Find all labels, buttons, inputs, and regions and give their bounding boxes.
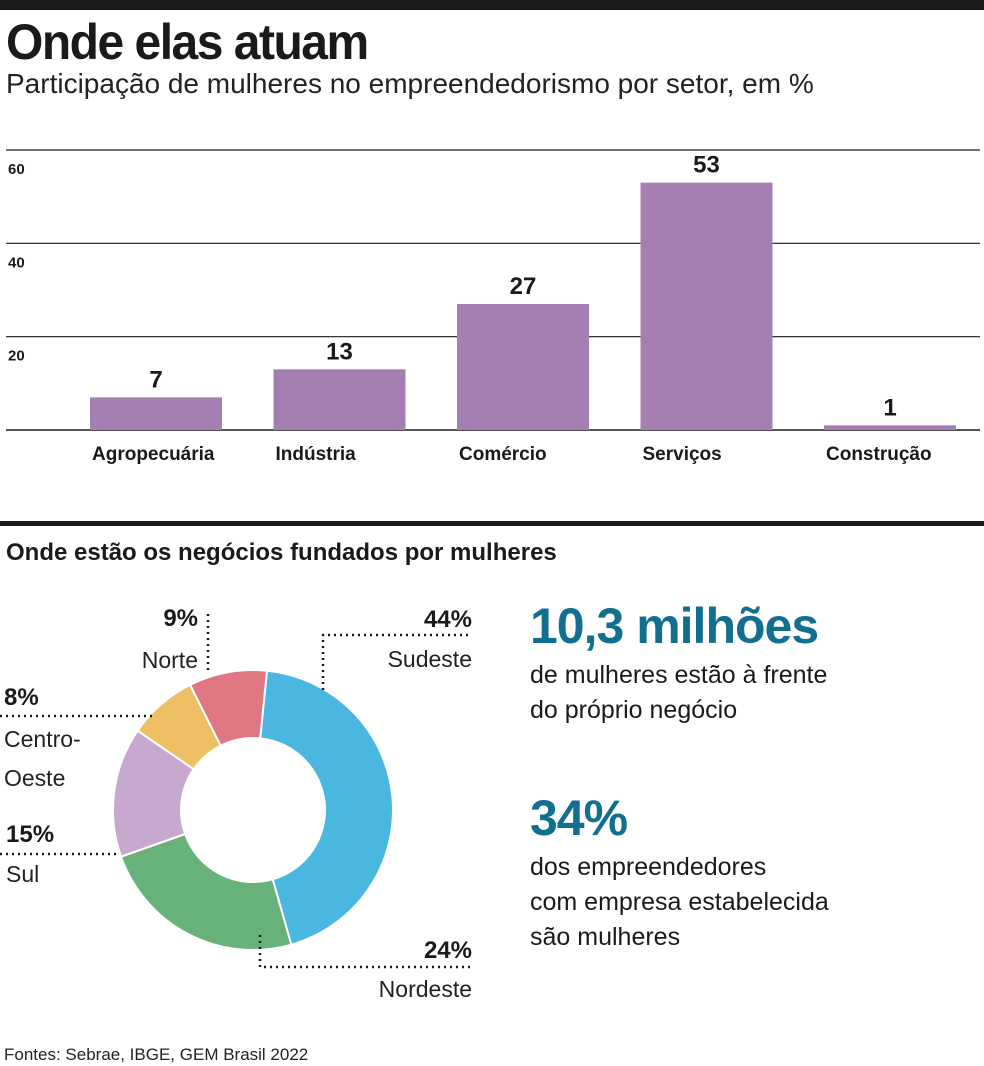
bar <box>90 397 222 430</box>
slice-name-label: Oeste <box>4 765 65 791</box>
callout-leader <box>321 633 472 690</box>
y-tick-label: 60 <box>8 161 25 178</box>
donut-section-title: Onde estão os negócios fundados por mulh… <box>6 539 557 566</box>
donut-chart: 44% Sudeste 24% Nordeste 15% Sul 8% Centro- Oest… <box>0 605 472 1002</box>
page-title: Onde elas atuam <box>6 15 369 71</box>
slice-value-label: 44% <box>424 606 472 633</box>
source-note: Fontes: Sebrae, IBGE, GEM Brasil 2022 <box>4 1045 309 1064</box>
bar-value-label: 1 <box>883 394 896 421</box>
bar-value-label: 13 <box>326 338 353 365</box>
stat-description-line: do próprio negócio <box>530 696 738 724</box>
stat-women-entrepreneurs: 10,3 milhões de mulheres estão à frente … <box>530 600 827 728</box>
y-tick-label: 20 <box>8 348 25 365</box>
slice-value-label: 8% <box>4 684 39 711</box>
y-tick-label: 40 <box>8 254 25 271</box>
bar <box>640 182 773 430</box>
slice-name-label: Centro- <box>4 726 81 752</box>
bar-value-label: 27 <box>510 273 537 300</box>
slice-value-label: 24% <box>424 937 472 964</box>
bar <box>273 369 406 430</box>
x-tick-label: Construção <box>826 444 932 465</box>
stat-description-line: são mulheres <box>530 923 681 951</box>
slice-name-label: Sul <box>6 861 39 887</box>
bar-chart: 20 40 60 7 Agropecuária 13 Indústria 27 Comércio… <box>6 149 980 465</box>
stat-description-line: dos empreendedores <box>530 853 767 881</box>
stat-description-line: de mulheres estão à frente <box>530 661 828 689</box>
bar <box>457 304 589 430</box>
section-divider <box>0 521 984 526</box>
stat-description-line: com empresa estabelecida <box>530 888 829 916</box>
donut-slice <box>188 669 269 748</box>
x-tick-label: Comércio <box>459 444 547 465</box>
page-subtitle: Participação de mulheres no empreendedor… <box>6 68 814 99</box>
slice-value-label: 9% <box>163 605 198 632</box>
stat-established-share: 34% dos empreendedores com empresa estab… <box>530 792 829 955</box>
donut-slice <box>119 832 293 951</box>
slice-name-label: Nordeste <box>379 976 472 1002</box>
stat-description: dos empreendedores com empresa estabelec… <box>530 850 829 955</box>
top-rule <box>0 0 984 10</box>
donut-slice <box>259 669 394 946</box>
bar <box>824 425 956 430</box>
x-tick-label: Agropecuária <box>92 444 215 465</box>
stat-value: 10,3 milhões <box>530 598 819 654</box>
slice-name-label: Norte <box>142 647 198 673</box>
bar-value-label: 7 <box>149 366 162 393</box>
x-tick-label: Indústria <box>276 444 357 465</box>
stat-value: 34% <box>530 790 628 846</box>
x-tick-label: Serviços <box>643 444 722 465</box>
callout-leader <box>258 935 472 969</box>
bar-value-label: 53 <box>693 152 720 179</box>
slice-name-label: Sudeste <box>388 646 472 672</box>
stat-description: de mulheres estão à frente do próprio ne… <box>530 658 827 728</box>
slice-value-label: 15% <box>6 821 54 848</box>
